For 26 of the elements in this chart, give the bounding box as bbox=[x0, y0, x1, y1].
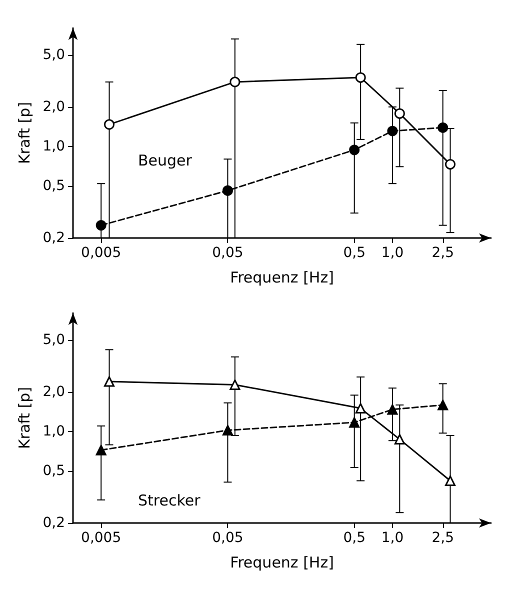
y-tick-label: 0,5 bbox=[42, 178, 65, 194]
y-tick-label: 0,5 bbox=[42, 462, 65, 479]
y-axis-title: Kraft [p] bbox=[15, 386, 34, 450]
y-axis-title: Kraft [p] bbox=[15, 102, 34, 164]
x-tick-label: 1,0 bbox=[381, 245, 404, 261]
x-tick-label: 2,5 bbox=[432, 245, 454, 261]
y-tick-label: 2,0 bbox=[42, 384, 65, 400]
y-tick-label: 5,0 bbox=[42, 332, 65, 348]
x-axis-title: Frequenz [Hz] bbox=[230, 268, 334, 286]
x-tick-label: 0,005 bbox=[81, 530, 122, 546]
x-tick-label: 2,5 bbox=[432, 530, 454, 546]
x-tick-label: 0,05 bbox=[212, 530, 244, 546]
y-tick-label: 1,0 bbox=[42, 138, 65, 154]
annotation: Strecker bbox=[138, 492, 202, 510]
x-tick-label: 0,05 bbox=[212, 245, 244, 261]
x-tick-label: 0,005 bbox=[81, 245, 122, 261]
x-tick-label: 0,5 bbox=[343, 530, 366, 546]
x-tick-label: 0,5 bbox=[343, 245, 366, 261]
x-tick-label: 1,0 bbox=[381, 530, 404, 546]
y-tick-label: 0,2 bbox=[42, 230, 65, 246]
y-tick-label: 5,0 bbox=[42, 46, 65, 63]
annotation: Beuger bbox=[138, 152, 193, 170]
y-tick-label: 2,0 bbox=[42, 98, 65, 115]
y-tick-label: 0,2 bbox=[42, 515, 65, 531]
y-tick-label: 1,0 bbox=[42, 423, 65, 440]
x-axis-title: Frequenz [Hz] bbox=[230, 554, 334, 572]
